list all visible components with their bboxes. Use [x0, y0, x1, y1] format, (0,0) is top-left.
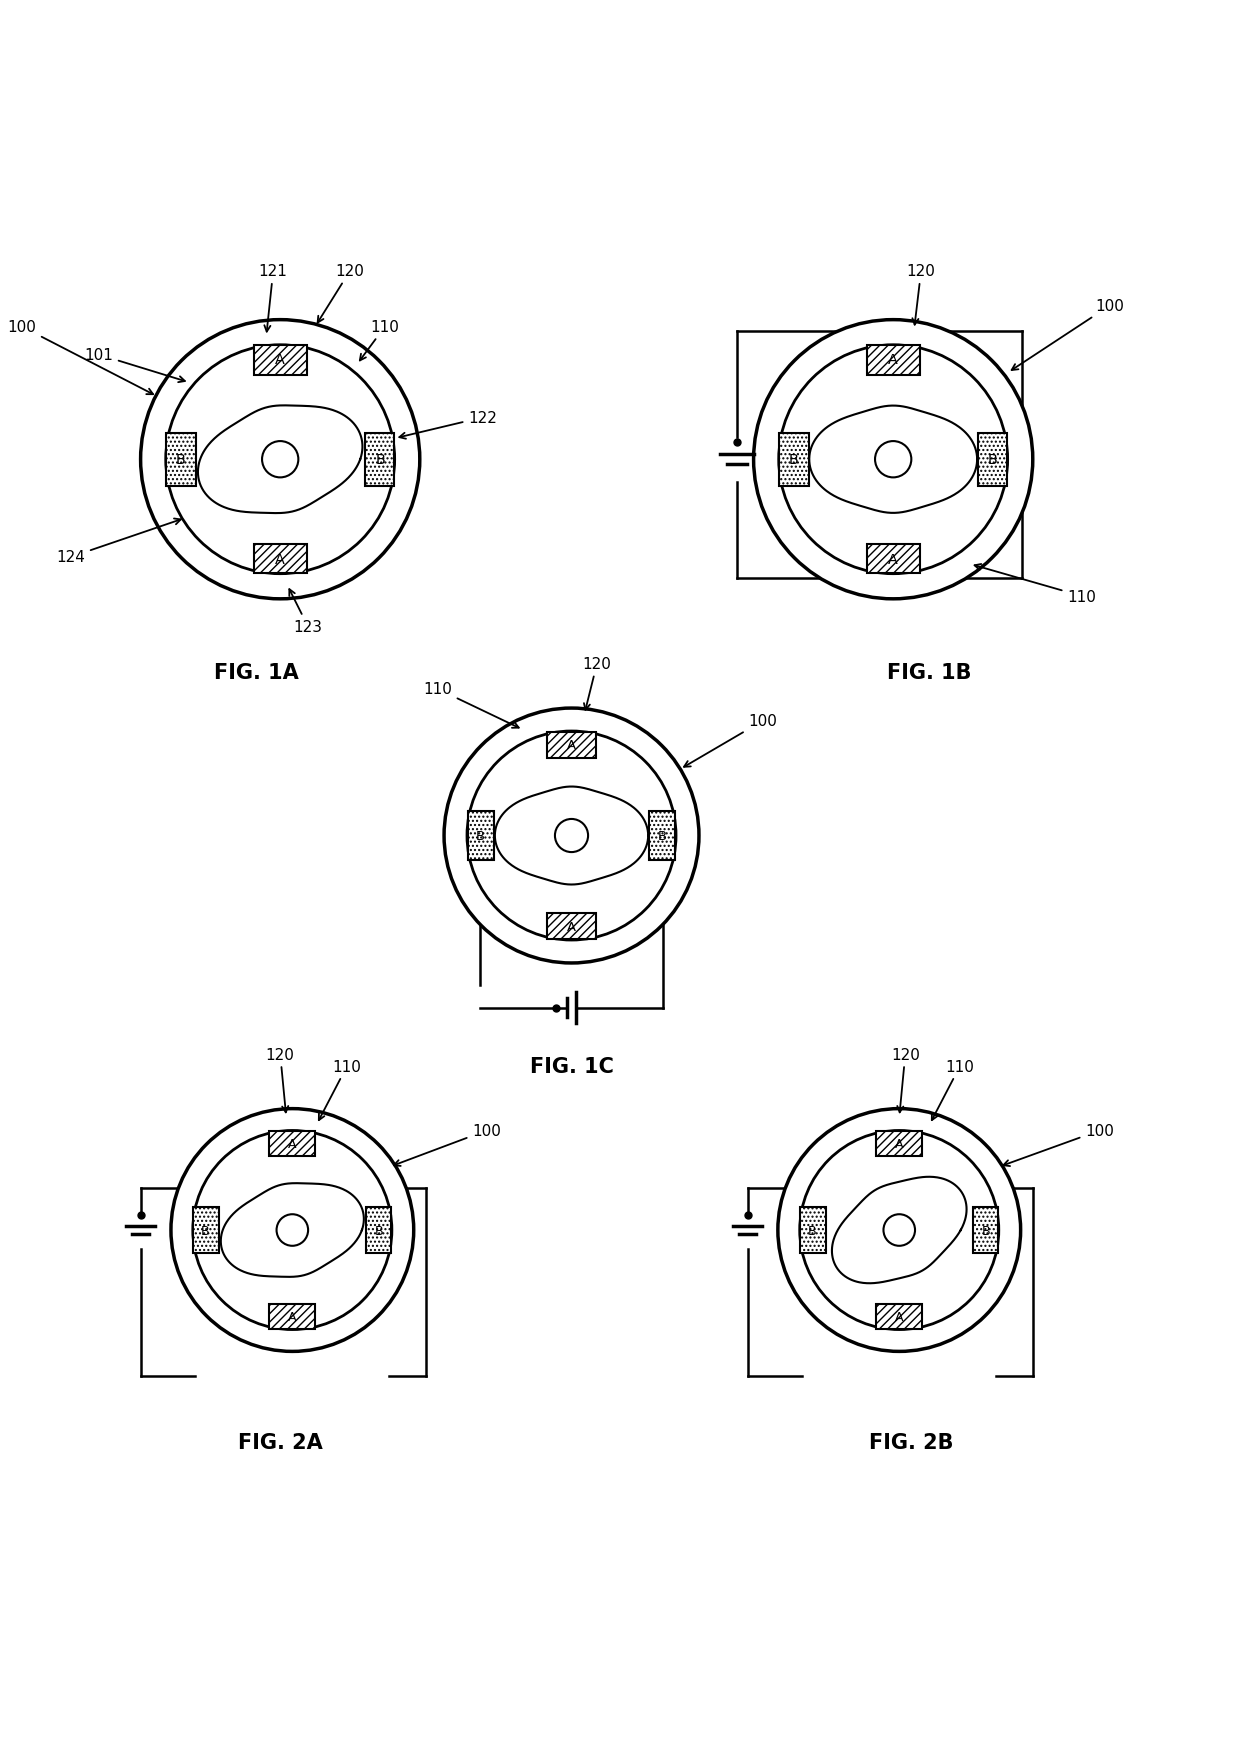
Bar: [254, 545, 306, 575]
Polygon shape: [832, 1177, 966, 1284]
Text: 120: 120: [317, 264, 365, 323]
Circle shape: [171, 1109, 414, 1351]
Text: A: A: [895, 1137, 904, 1151]
Text: 120: 120: [583, 657, 611, 710]
Text: B: B: [982, 1225, 991, 1237]
Bar: [193, 1207, 218, 1253]
Bar: [877, 1132, 923, 1156]
Text: 120: 120: [265, 1047, 295, 1112]
Circle shape: [262, 441, 299, 478]
Circle shape: [779, 346, 1008, 575]
Text: 110: 110: [423, 682, 518, 729]
Bar: [800, 1207, 826, 1253]
Polygon shape: [221, 1184, 363, 1277]
Text: A: A: [567, 921, 577, 933]
Bar: [973, 1207, 998, 1253]
Polygon shape: [198, 406, 362, 513]
Text: 110: 110: [931, 1059, 975, 1121]
Text: A: A: [888, 553, 898, 568]
Text: A: A: [288, 1311, 296, 1323]
Bar: [365, 434, 394, 487]
Text: FIG. 2A: FIG. 2A: [238, 1432, 322, 1453]
Text: B: B: [789, 453, 799, 467]
Text: B: B: [988, 453, 998, 467]
Text: 100: 100: [7, 320, 153, 395]
Bar: [254, 346, 306, 376]
Text: 101: 101: [84, 348, 185, 383]
Text: A: A: [567, 738, 577, 752]
Text: 100: 100: [1003, 1123, 1114, 1167]
Circle shape: [777, 1109, 1021, 1351]
Bar: [978, 434, 1007, 487]
Text: A: A: [275, 553, 285, 568]
Circle shape: [800, 1132, 998, 1330]
Circle shape: [467, 731, 676, 940]
Circle shape: [192, 1132, 392, 1330]
Bar: [867, 545, 920, 575]
Text: FIG. 1A: FIG. 1A: [213, 662, 299, 682]
Bar: [779, 434, 808, 487]
Bar: [166, 434, 196, 487]
Text: 122: 122: [399, 411, 497, 439]
Text: A: A: [895, 1311, 904, 1323]
Text: 123: 123: [289, 590, 322, 634]
Text: B: B: [808, 1225, 817, 1237]
Circle shape: [883, 1214, 915, 1246]
Bar: [547, 733, 595, 759]
Circle shape: [556, 819, 588, 852]
Text: 120: 120: [906, 264, 935, 325]
Text: 100: 100: [684, 713, 777, 768]
Text: A: A: [275, 353, 285, 367]
Bar: [467, 812, 495, 861]
Text: 100: 100: [1012, 299, 1123, 371]
Bar: [366, 1207, 392, 1253]
Text: 100: 100: [394, 1123, 501, 1167]
Text: B: B: [376, 453, 384, 467]
Bar: [867, 346, 920, 376]
Text: FIG. 1B: FIG. 1B: [888, 662, 972, 682]
Polygon shape: [495, 787, 649, 886]
Text: A: A: [288, 1137, 296, 1151]
Text: 124: 124: [56, 518, 181, 566]
Bar: [269, 1304, 315, 1330]
Text: 110: 110: [360, 320, 399, 362]
Polygon shape: [810, 406, 977, 513]
Text: B: B: [658, 829, 667, 843]
Circle shape: [140, 320, 420, 599]
Circle shape: [875, 441, 911, 478]
Bar: [877, 1304, 923, 1330]
Text: FIG. 1C: FIG. 1C: [529, 1056, 614, 1077]
Bar: [547, 914, 595, 940]
Text: B: B: [176, 453, 185, 467]
Bar: [649, 812, 676, 861]
Text: 110: 110: [975, 564, 1096, 604]
Circle shape: [444, 708, 699, 963]
Text: B: B: [476, 829, 485, 843]
Text: 120: 120: [890, 1047, 920, 1112]
Circle shape: [754, 320, 1033, 599]
Text: FIG. 2B: FIG. 2B: [869, 1432, 954, 1453]
Text: B: B: [201, 1225, 210, 1237]
Text: A: A: [888, 353, 898, 367]
Text: B: B: [374, 1225, 383, 1237]
Circle shape: [277, 1214, 308, 1246]
Circle shape: [166, 346, 394, 575]
Text: 110: 110: [319, 1059, 361, 1121]
Text: 121: 121: [259, 264, 288, 332]
Bar: [269, 1132, 315, 1156]
